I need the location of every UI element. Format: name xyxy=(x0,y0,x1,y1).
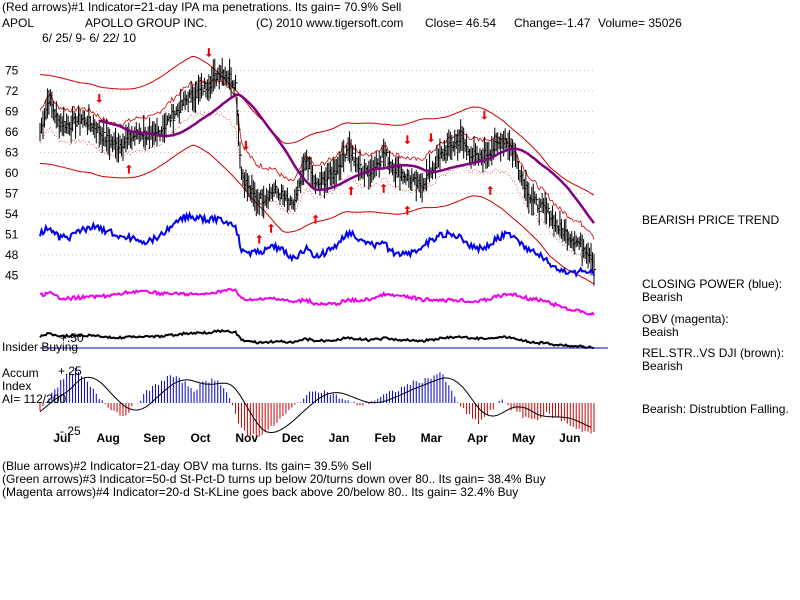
month-jun: Jun xyxy=(559,431,580,445)
y-tick-66: 66 xyxy=(5,125,19,139)
upper-band xyxy=(39,56,595,196)
trend-note: BEARISH PRICE TREND xyxy=(642,213,780,227)
accum-ma-line xyxy=(39,376,592,434)
lower-band xyxy=(39,144,595,285)
sell-arrow xyxy=(242,140,249,150)
footer-line-2: (Green arrows)#3 Indicator=50-d St-Pct-D… xyxy=(2,472,546,486)
y-tick-45: 45 xyxy=(5,269,19,283)
moving-average xyxy=(99,93,595,224)
accum-label-1: Accum xyxy=(2,366,39,380)
indicator-lines xyxy=(39,210,608,350)
close-value: Close= 46.54 xyxy=(425,16,497,30)
sell-arrow xyxy=(481,110,488,120)
y-tick-72: 72 xyxy=(5,84,19,98)
month-nov: Nov xyxy=(235,431,258,445)
sell-arrow xyxy=(404,135,411,145)
sell-arrow xyxy=(96,93,103,103)
obv-label: OBV (magenta): xyxy=(642,312,729,326)
accum-tick-bottom: -.25 xyxy=(60,424,81,438)
month-apr: Apr xyxy=(467,431,488,445)
month-axis: Jul Aug Sep Oct Nov Dec Jan Feb Mar Apr May Jun xyxy=(53,431,580,445)
buy-arrow xyxy=(268,223,275,233)
accum-tick-mid: +.25 xyxy=(58,364,82,378)
accum-label-2: Index xyxy=(2,379,32,393)
accum-index-histogram xyxy=(39,367,595,437)
month-jan: Jan xyxy=(329,431,350,445)
buy-arrow xyxy=(125,164,132,174)
sell-arrow xyxy=(205,48,212,58)
ai-label: AI= 112/200 xyxy=(2,392,67,406)
change-value: Change=-1.47 xyxy=(514,16,591,30)
price-axis-ticks: 45 48 51 54 57 60 63 66 69 72 75 xyxy=(5,64,19,283)
closing-power-label: CLOSING POWER (blue): xyxy=(642,277,783,291)
footer-line-3: (Magenta arrows)#4 Indicator=20-d St-KLi… xyxy=(2,485,519,499)
obv-value: Beaish xyxy=(642,325,679,339)
month-mar: Mar xyxy=(421,431,443,445)
buy-arrow xyxy=(348,186,355,196)
y-tick-69: 69 xyxy=(5,105,19,119)
month-feb: Feb xyxy=(374,431,395,445)
signal-arrows xyxy=(96,48,494,244)
y-tick-75: 75 xyxy=(5,64,19,78)
price-grid xyxy=(40,70,594,276)
month-dec: Dec xyxy=(282,431,304,445)
relstr-value: Bearish xyxy=(642,359,683,373)
relstr-line xyxy=(39,328,595,350)
inner-lower-band xyxy=(39,111,595,273)
y-tick-54: 54 xyxy=(5,207,19,221)
buy-arrow xyxy=(312,214,319,224)
y-tick-48: 48 xyxy=(5,248,19,262)
buy-arrow xyxy=(487,185,494,195)
month-oct: Oct xyxy=(190,431,210,445)
buy-arrow xyxy=(256,234,263,244)
ticker-label: APOL xyxy=(2,16,35,30)
closing-power-line xyxy=(39,210,595,279)
obv-line xyxy=(39,288,595,316)
buy-arrow xyxy=(404,205,411,215)
sell-arrow xyxy=(428,133,435,143)
date-range: 6/ 25/ 9- 6/ 22/ 10 xyxy=(42,31,137,45)
month-jul: Jul xyxy=(53,431,70,445)
footer-line-1: (Blue arrows)#2 Indicator=21-day OBV ma … xyxy=(2,459,372,473)
y-tick-60: 60 xyxy=(5,166,19,180)
stock-chart: 45 48 51 54 57 60 63 66 69 72 75 Jul Aug Sep Oct Nov De… xyxy=(5,48,608,445)
y-tick-57: 57 xyxy=(5,187,19,201)
relstr-label: REL.STR..VS DJI (brown): xyxy=(642,346,785,360)
header-line-1: (Red arrows)#1 Indicator=21-day IPA ma p… xyxy=(2,0,402,14)
copyright-label: (C) 2010 www.tigersoft.com xyxy=(256,16,404,30)
volume-value: Volume= 35026 xyxy=(598,16,682,30)
insider-buying-label: Insider Buying xyxy=(2,340,79,354)
month-aug: Aug xyxy=(97,431,120,445)
accum-tick-top: +.50 xyxy=(60,331,84,345)
month-sep: Sep xyxy=(143,431,165,445)
ma-line xyxy=(99,93,595,224)
accum-note: Bearish: Distrubtion Falling. xyxy=(642,402,789,416)
bands xyxy=(39,56,595,285)
closing-power-value: Bearish xyxy=(642,290,683,304)
price-bars xyxy=(39,57,596,286)
company-name: APOLLO GROUP INC. xyxy=(85,16,208,30)
y-tick-63: 63 xyxy=(5,146,19,160)
month-may: May xyxy=(512,431,536,445)
buy-arrow xyxy=(380,183,387,193)
y-tick-51: 51 xyxy=(5,228,19,242)
